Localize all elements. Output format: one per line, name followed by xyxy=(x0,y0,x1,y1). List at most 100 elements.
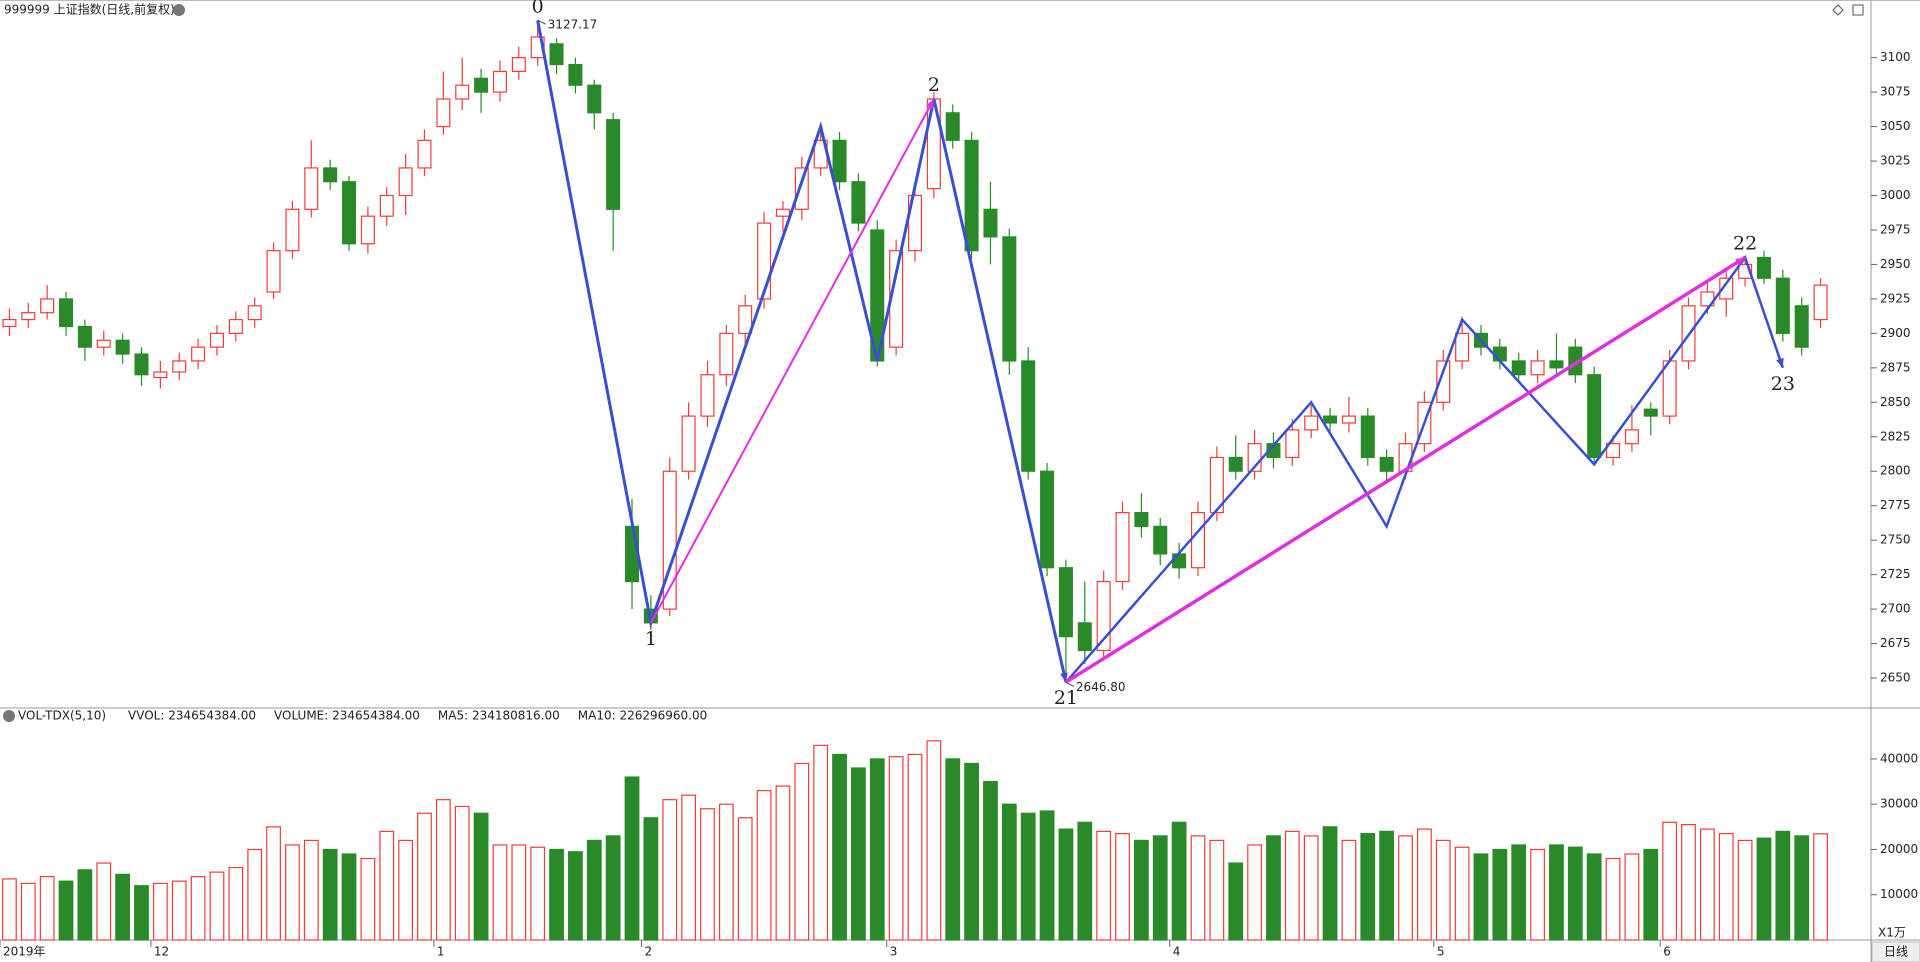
x-tick-label: 2019年 xyxy=(3,945,46,959)
y-tick-label: 2675 xyxy=(1880,636,1911,650)
volume-bar xyxy=(1775,830,1791,941)
volume-bar xyxy=(134,885,149,941)
candle-body xyxy=(1153,525,1168,555)
volume-bar xyxy=(303,839,319,941)
candle-body xyxy=(1058,567,1073,638)
candle-body xyxy=(700,374,715,417)
candle-body xyxy=(59,298,74,328)
volume-bar xyxy=(1360,833,1376,941)
vol-legend: VOLUME: 234654384.00 xyxy=(274,709,420,723)
volume-bar xyxy=(1247,844,1262,941)
y-tick-label: 30000 xyxy=(1880,797,1918,811)
volume-bar xyxy=(473,812,489,941)
volume-bar xyxy=(794,762,810,941)
candle-body xyxy=(1549,360,1564,369)
candle-body xyxy=(1209,456,1224,514)
volume-bar xyxy=(2,878,17,941)
candle-body xyxy=(417,139,432,169)
wave-arrow xyxy=(1735,257,1746,266)
volume-bar xyxy=(1662,821,1678,941)
volume-bar xyxy=(1567,846,1583,941)
price-label: 2646.80 xyxy=(1076,680,1126,694)
volume-bar xyxy=(96,862,112,941)
diamond-icon[interactable] xyxy=(1832,4,1844,16)
volume-bar xyxy=(775,785,791,941)
volume-bar xyxy=(1605,857,1621,941)
window-icon[interactable] xyxy=(1852,4,1864,16)
candle-body xyxy=(832,139,847,183)
candle-body xyxy=(587,84,602,114)
candle-body xyxy=(681,415,696,472)
volume-bar xyxy=(190,876,206,941)
y-tick-label: 2975 xyxy=(1880,222,1911,236)
volume-bar xyxy=(530,846,546,941)
candle-body xyxy=(2,318,17,328)
candle-body xyxy=(209,332,224,348)
x-tick-label: 1 xyxy=(437,945,445,959)
title-menu-icon[interactable] xyxy=(173,4,185,16)
candle-body xyxy=(851,181,866,224)
volume-bar xyxy=(624,776,640,941)
x-tick-label: 12 xyxy=(154,945,169,959)
vol-menu-icon[interactable] xyxy=(3,710,15,722)
y-tick-label: 3000 xyxy=(1880,188,1911,202)
candle-body xyxy=(398,167,413,197)
candle-body xyxy=(21,312,36,321)
period-button[interactable] xyxy=(1871,941,1920,962)
volume-bar xyxy=(813,744,829,941)
candle-body xyxy=(1134,511,1149,527)
candle-body xyxy=(606,119,621,210)
volume-bar xyxy=(492,844,508,941)
volume-bar xyxy=(20,882,36,941)
volume-bar xyxy=(1379,830,1395,941)
candle-body xyxy=(719,332,734,376)
candle-body xyxy=(775,208,790,217)
volume-bar xyxy=(341,853,357,941)
wave-label: 21 xyxy=(1054,687,1078,709)
volume-bar xyxy=(1718,833,1734,941)
volume-bar xyxy=(77,869,93,941)
candle-body xyxy=(342,181,357,245)
x-tick-label: 2 xyxy=(644,945,652,959)
candle-body xyxy=(1285,429,1300,459)
candle-body xyxy=(549,43,564,66)
y-tick-label: 3025 xyxy=(1880,154,1911,168)
vol-legend: MA10: 226296960.00 xyxy=(578,709,708,723)
wave-label: 1 xyxy=(645,628,657,650)
volume-bar xyxy=(266,826,281,941)
candle-body xyxy=(1096,580,1111,652)
candle-body xyxy=(247,305,262,321)
volume-bar xyxy=(851,767,866,941)
volume-bar xyxy=(1681,823,1696,941)
volume-bar xyxy=(756,790,772,941)
y-tick-label: 2825 xyxy=(1880,429,1911,443)
volume-bar xyxy=(1435,839,1451,941)
period-button-label[interactable]: 日线 xyxy=(1884,945,1908,959)
chart-title: 999999 上证指数(日线,前复权) xyxy=(4,2,175,17)
candle-body xyxy=(1190,511,1206,569)
volume-bar xyxy=(1190,835,1206,941)
volume-bar xyxy=(1473,853,1489,941)
vol-title: VOL-TDX(5,10) xyxy=(18,709,106,723)
volume-bar xyxy=(1454,846,1470,941)
candle-body xyxy=(266,250,281,293)
volume-bar xyxy=(1398,835,1413,941)
volume-bar xyxy=(907,753,923,941)
candle-body xyxy=(1775,277,1790,334)
candle-body xyxy=(1228,456,1243,472)
y-tick-label: 20000 xyxy=(1880,842,1918,856)
volume-bar xyxy=(1228,862,1244,941)
volume-bar xyxy=(435,799,451,941)
volume-bar xyxy=(568,851,583,941)
volume-bar xyxy=(1699,828,1715,941)
volume-bar xyxy=(681,794,696,941)
candle-body xyxy=(360,215,375,245)
volume-bar xyxy=(1794,835,1810,941)
candle-body xyxy=(436,98,451,128)
candle-body xyxy=(1077,622,1092,652)
candle-body xyxy=(323,167,338,183)
volume-bar xyxy=(1284,830,1300,941)
volume-bar xyxy=(1586,853,1602,941)
volume-bar xyxy=(1624,853,1640,941)
